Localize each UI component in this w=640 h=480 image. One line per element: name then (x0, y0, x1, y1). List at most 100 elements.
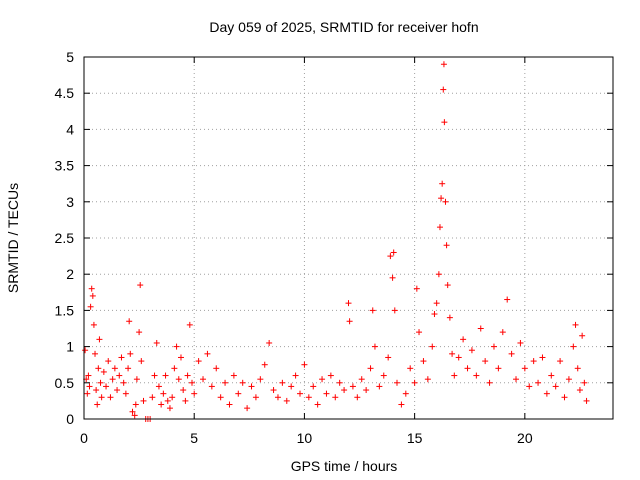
data-point (226, 401, 233, 408)
data-point (561, 394, 568, 401)
data-point (261, 361, 268, 368)
data-point (552, 383, 559, 390)
data-point (89, 292, 96, 299)
data-point (173, 343, 180, 350)
data-point (140, 397, 147, 404)
data-point (86, 383, 93, 390)
data-point (429, 343, 436, 350)
data-point (283, 397, 290, 404)
data-point (164, 397, 171, 404)
data-point (443, 242, 450, 249)
data-point (158, 401, 165, 408)
data-point (98, 394, 105, 401)
data-point (84, 390, 91, 397)
data-point (346, 318, 353, 325)
data-point (464, 365, 471, 372)
data-point (380, 372, 387, 379)
data-point (526, 383, 533, 390)
axis-ticks: 0 0.5 1 1.5 2 2.5 3 3.5 4 4.5 5 0 5 10 15 20 (55, 49, 613, 446)
data-point (274, 394, 281, 401)
x-tick-label: 15 (407, 430, 423, 446)
data-point (90, 321, 97, 328)
data-point (137, 282, 144, 289)
data-point (354, 394, 361, 401)
data-point (116, 372, 123, 379)
data-point (125, 365, 132, 372)
data-point (184, 372, 191, 379)
x-tick-label: 20 (517, 430, 533, 446)
data-point (95, 365, 102, 372)
y-tick-label: 1 (66, 339, 74, 355)
data-point (97, 379, 104, 386)
data-point (217, 394, 224, 401)
data-point (581, 379, 588, 386)
data-point (195, 358, 202, 365)
data-point (336, 379, 343, 386)
data-point (363, 387, 370, 394)
grid (84, 57, 613, 419)
data-point (407, 365, 414, 372)
data-point (367, 365, 374, 372)
data-point (455, 354, 462, 361)
data-point (103, 383, 110, 390)
data-point (490, 343, 497, 350)
data-point (413, 285, 420, 292)
y-axis-label: SRMTID / TECUs (5, 183, 21, 293)
data-point (149, 394, 156, 401)
data-point (574, 365, 581, 372)
y-tick-label: 0 (66, 411, 74, 427)
data-point (390, 249, 397, 256)
data-point (393, 379, 400, 386)
y-tick-label: 2.5 (55, 230, 75, 246)
data-point (177, 354, 184, 361)
y-tick-label: 4 (66, 121, 74, 137)
data-point (441, 119, 448, 126)
data-point (521, 365, 528, 372)
data-point (440, 86, 447, 93)
data-point (151, 372, 158, 379)
data-point (120, 379, 127, 386)
data-point (305, 394, 312, 401)
data-point (109, 376, 116, 383)
data-point (440, 61, 447, 68)
data-point (358, 376, 365, 383)
data-point (438, 195, 445, 202)
data-point (431, 311, 438, 318)
y-tick-label: 3.5 (55, 158, 75, 174)
data-point (132, 401, 139, 408)
x-tick-label: 5 (190, 430, 198, 446)
data-point (468, 347, 475, 354)
data-point (248, 383, 255, 390)
data-point (235, 390, 242, 397)
data-point (513, 376, 520, 383)
data-point (279, 379, 286, 386)
data-point (153, 339, 160, 346)
data-point (398, 401, 405, 408)
data-point (420, 358, 427, 365)
data-point (100, 368, 107, 375)
data-point (96, 336, 103, 343)
data-point (297, 390, 304, 397)
x-tick-label: 10 (297, 430, 313, 446)
y-tick-label: 3 (66, 194, 74, 210)
data-point (87, 303, 94, 310)
y-tick-label: 2 (66, 266, 74, 282)
data-point (402, 390, 409, 397)
data-point (539, 354, 546, 361)
data-point (314, 401, 321, 408)
data-point (449, 350, 456, 357)
data-points (82, 61, 590, 422)
data-point (576, 387, 583, 394)
data-point (180, 387, 187, 394)
data-point (416, 329, 423, 336)
data-point (127, 350, 134, 357)
data-point (114, 387, 121, 394)
data-point (169, 394, 176, 401)
data-point (389, 274, 396, 281)
data-point (166, 405, 173, 412)
data-point (182, 397, 189, 404)
data-point (482, 358, 489, 365)
data-point (345, 300, 352, 307)
data-point (122, 390, 129, 397)
data-point (341, 387, 348, 394)
